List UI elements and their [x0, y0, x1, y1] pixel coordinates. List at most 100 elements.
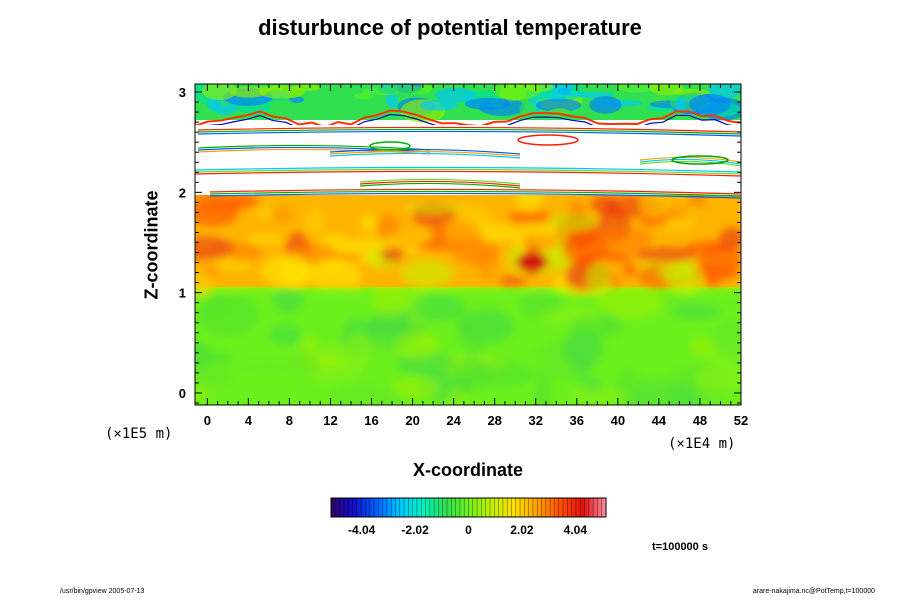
middle-swirl — [630, 230, 654, 241]
middle-swirl — [346, 279, 361, 290]
middle-swirl — [228, 242, 262, 264]
plot-frame — [194, 83, 742, 406]
x-tick-label: 20 — [405, 413, 419, 428]
upper-eddy — [369, 141, 411, 151]
upper-band-contour — [209, 192, 741, 199]
y-axis-ticks: 0 1 2 3 — [179, 85, 741, 404]
upper-band-contour — [329, 150, 521, 157]
middle-swirl — [195, 235, 235, 261]
upper-swirl — [435, 87, 477, 103]
lower-swirl — [610, 374, 678, 405]
x-tick-label: 36 — [570, 413, 584, 428]
upper-band-contour — [197, 146, 431, 153]
upper-swirl — [229, 86, 268, 98]
x-tick-label: 28 — [487, 413, 501, 428]
colorbar-tick-label: 0 — [465, 523, 472, 537]
heatmap-field — [195, 84, 741, 405]
lower-swirl — [447, 387, 468, 405]
x-axis-label: X-coordinate — [412, 460, 524, 480]
middle-swirl — [360, 213, 377, 232]
lower-swirl — [197, 294, 260, 336]
x-tick-label: 0 — [204, 413, 211, 428]
colorbar-tick-label: 4.04 — [564, 523, 588, 537]
upper-band-contour — [359, 182, 521, 189]
middle-swirl — [498, 276, 527, 286]
middle-swirl — [634, 246, 698, 263]
middle-swirl — [280, 252, 311, 289]
upper-band-contour — [197, 148, 431, 155]
middle-swirl — [526, 227, 572, 238]
x-tick-label: 12 — [323, 413, 337, 428]
middle-swirl — [201, 263, 220, 279]
upper-band-contour — [639, 156, 741, 163]
upper-band-contour — [359, 180, 521, 187]
colorbar-tick-label: 2.02 — [510, 523, 534, 537]
upper-swirl — [536, 98, 582, 112]
middle-swirl — [400, 259, 454, 288]
middle-swirl — [379, 247, 405, 263]
lower-swirl — [563, 329, 604, 368]
upper-band-contour — [197, 128, 741, 135]
lower-swirl — [344, 333, 372, 367]
upper-eddy — [517, 134, 579, 146]
upper-swirl — [524, 84, 554, 92]
middle-swirl — [718, 227, 741, 251]
lower-swirl — [195, 357, 234, 391]
footer-left: /usr/bin/gpview 2005-07-13 — [60, 588, 145, 595]
lower-swirl — [670, 304, 723, 320]
lower-swirl — [597, 283, 665, 320]
upper-layer-features — [195, 84, 741, 199]
x-tick-label: 48 — [693, 413, 707, 428]
x-tick-label: 8 — [286, 413, 293, 428]
lower-swirl — [567, 386, 629, 404]
upper-swirl — [375, 84, 422, 95]
y-tick-label: 1 — [179, 286, 186, 301]
middle-swirl — [590, 195, 618, 215]
upper-swirl — [288, 96, 305, 103]
middle-swirl — [639, 215, 668, 227]
x-axis-ticks: 0 4 8 12 16 20 24 28 32 36 40 44 48 52 — [204, 84, 748, 428]
upper-swirl — [589, 96, 622, 114]
upper-swirl — [674, 97, 687, 113]
upper-band-contour — [359, 178, 521, 185]
upper-swirl — [519, 101, 537, 116]
lower-swirl — [459, 316, 487, 356]
upper-band-contour — [209, 190, 741, 197]
lower-swirl — [195, 348, 235, 365]
lower-swirl — [412, 294, 466, 322]
upper-band-contour — [329, 148, 521, 155]
x-tick-label: 44 — [652, 413, 667, 428]
lower-swirl — [269, 323, 302, 346]
upper-swirl — [353, 93, 374, 100]
lower-swirl — [534, 372, 552, 405]
y-axis-label: Z-coordinate — [141, 190, 162, 300]
upper-swirl — [385, 91, 399, 108]
upper-band-contour — [197, 144, 431, 151]
colorbar-lines — [334, 498, 603, 517]
white-gap — [195, 125, 741, 195]
x-tick-label: 40 — [611, 413, 625, 428]
upper-swirl — [293, 84, 322, 91]
colorbar-frame — [330, 497, 607, 518]
lower-swirl — [688, 337, 712, 355]
upper-band-contour — [197, 130, 741, 137]
lower-swirl — [712, 317, 741, 359]
y-tick-label: 0 — [179, 386, 186, 401]
middle-swirl — [405, 204, 461, 213]
upper-band-contour — [639, 158, 741, 165]
lower-swirl — [395, 330, 440, 359]
middle-swirl — [377, 214, 400, 241]
y-axis-unit: (×1E5 m) — [105, 426, 173, 442]
upper-swirl — [689, 94, 731, 115]
middle-swirl — [547, 213, 597, 231]
upper-band-contour — [197, 126, 741, 133]
x-tick-label: 52 — [734, 413, 748, 428]
y-tick-label: 3 — [179, 85, 186, 100]
middle-swirl — [306, 206, 326, 236]
hot-spot — [516, 253, 548, 271]
upper-swirl — [419, 99, 458, 111]
middle-swirl — [431, 221, 484, 251]
middle-swirl — [246, 234, 285, 244]
middle-swirl — [622, 262, 637, 278]
lower-swirl — [290, 351, 321, 377]
